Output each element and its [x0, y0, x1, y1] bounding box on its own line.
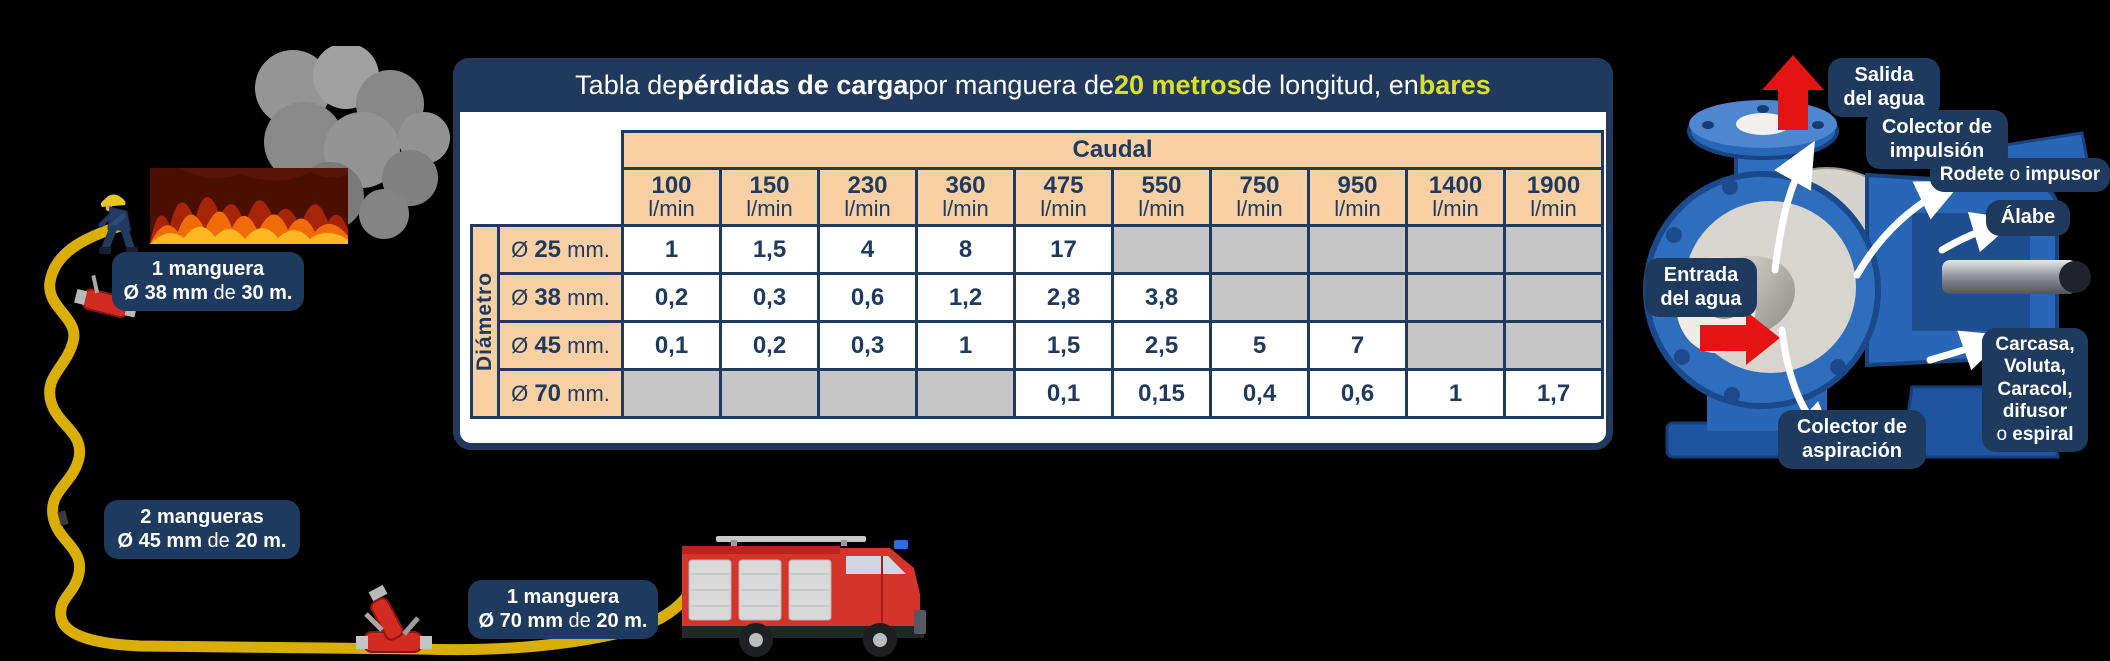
- hose-label-line1: 1 manguera: [151, 258, 265, 280]
- flow-col-header: 950 l/min: [1310, 170, 1405, 224]
- diameter-row-label: Ø 25 mm.: [500, 227, 621, 272]
- caudal-header-cell: Caudal: [624, 133, 1601, 167]
- loss-value-cell: 1: [918, 323, 1013, 368]
- loss-value-cell: 1: [624, 227, 719, 272]
- loss-value-cell: 0,15: [1114, 371, 1209, 416]
- fire-truck-illustration: [682, 536, 926, 657]
- pump-label-carcasa: Carcasa, Voluta, Caracol, difusor o espi…: [1982, 328, 2088, 453]
- hose-label-line1: 2 mangueras: [140, 506, 264, 528]
- pump-label-aspiracion: Colector de aspiración: [1778, 410, 1926, 470]
- loss-value-cell: 7: [1310, 323, 1405, 368]
- loss-value-cell: 1,5: [1016, 323, 1111, 368]
- diameter-axis-label: Diámetro: [473, 227, 497, 416]
- hose-label-line2: Ø 38 mm de 30 m.: [123, 281, 293, 304]
- loss-value-cell: 0,1: [624, 323, 719, 368]
- empty-cell: [1506, 275, 1601, 320]
- pump-label-salida: Salida del agua: [1828, 58, 1940, 118]
- pump-label-rodete: Rodete o impusor: [1930, 158, 2110, 193]
- loss-value-cell: 0,6: [1310, 371, 1405, 416]
- loss-value-cell: 0,2: [624, 275, 719, 320]
- loss-value-cell: 1: [1408, 371, 1503, 416]
- flow-col-header: 1400 l/min: [1408, 170, 1503, 224]
- flow-col-header: 360 l/min: [918, 170, 1013, 224]
- loss-value-cell: 2,8: [1016, 275, 1111, 320]
- loss-value-cell: 17: [1016, 227, 1111, 272]
- empty-cell: [918, 371, 1013, 416]
- empty-cell: [820, 371, 915, 416]
- empty-cell: [1310, 275, 1405, 320]
- empty-cell: [722, 371, 817, 416]
- hose-line: [44, 220, 694, 656]
- loss-value-cell: 1,5: [722, 227, 817, 272]
- flow-col-header: 750 l/min: [1212, 170, 1307, 224]
- loss-value-cell: 5: [1212, 323, 1307, 368]
- diameter-row-label: Ø 38 mm.: [500, 275, 621, 320]
- hose-label-line2: Ø 70 mm de 20 m.: [478, 609, 648, 632]
- empty-cell: [1506, 227, 1601, 272]
- hose-label-45mm: 2 mangueras Ø 45 mm de 20 m.: [104, 500, 300, 560]
- hose-label-line1: 1 manguera: [506, 586, 620, 608]
- firefighter-icon: [98, 194, 138, 254]
- beacon-light-icon: [894, 540, 908, 549]
- loss-value-cell: 3,8: [1114, 275, 1209, 320]
- loss-value-cell: 0,3: [722, 275, 817, 320]
- diameter-row-label: Ø 70 mm.: [500, 371, 621, 416]
- table-title: Tabla de pérdidas de carga por manguera …: [453, 58, 1613, 112]
- empty-cell: [1408, 275, 1503, 320]
- hose-label-70mm: 1 manguera Ø 70 mm de 20 m.: [468, 580, 658, 640]
- empty-cell: [1212, 275, 1307, 320]
- loss-value-cell: 1,2: [918, 275, 1013, 320]
- hose-label-38mm: 1 manguera Ø 38 mm de 30 m.: [112, 252, 304, 312]
- empty-cell: [1506, 323, 1601, 368]
- empty-cell: [624, 371, 719, 416]
- hose-coupling-icon: [57, 510, 69, 526]
- flow-col-header: 550 l/min: [1114, 170, 1209, 224]
- flow-header-grid: Caudal 100 l/min 150 l/min 230 l/min 360 l/min 47…: [621, 130, 1604, 227]
- flow-col-header: 150 l/min: [722, 170, 817, 224]
- flow-col-header: 100 l/min: [624, 170, 719, 224]
- empty-cell: [1114, 227, 1209, 272]
- red-arrow-right-icon: [1700, 311, 1780, 365]
- loss-value-cell: 0,1: [1016, 371, 1111, 416]
- loss-value-cell: 1,7: [1506, 371, 1601, 416]
- flow-col-header: 475 l/min: [1016, 170, 1111, 224]
- loss-value-cell: 4: [820, 227, 915, 272]
- flow-col-header: 1900 l/min: [1506, 170, 1601, 224]
- loss-value-cell: 0,4: [1212, 371, 1307, 416]
- loss-value-cell: 8: [918, 227, 1013, 272]
- empty-cell: [1408, 323, 1503, 368]
- loss-value-cell: 2,5: [1114, 323, 1209, 368]
- flow-col-header: 230 l/min: [820, 170, 915, 224]
- table-body-grid: Diámetro Ø 25 mm. 1 1,5 4 8 17 Ø 38 mm. 0,2 0,3 0,…: [470, 224, 1604, 419]
- empty-cell: [1310, 227, 1405, 272]
- red-arrow-up-icon: [1762, 55, 1824, 130]
- hose-label-line2: Ø 45 mm de 20 m.: [117, 529, 287, 552]
- loss-value-cell: 0,6: [820, 275, 915, 320]
- pump-label-alabe: Álabe: [1986, 200, 2070, 236]
- loss-value-cell: 0,2: [722, 323, 817, 368]
- empty-cell: [1408, 227, 1503, 272]
- pump-label-entrada: Entrada del agua: [1645, 258, 1757, 318]
- diameter-row-label: Ø 45 mm.: [500, 323, 621, 368]
- loss-value-cell: 0,3: [820, 323, 915, 368]
- fire-illustration: [150, 168, 348, 244]
- empty-cell: [1212, 227, 1307, 272]
- hose-wye-connector-icon: [356, 584, 432, 653]
